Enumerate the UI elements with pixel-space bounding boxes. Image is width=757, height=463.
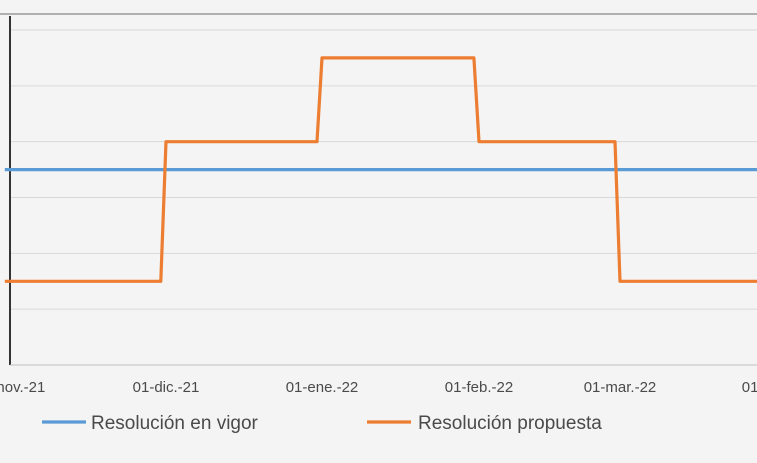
x-tick-label: 01-feb.-22: [445, 379, 513, 396]
series-line-2: [4, 56, 757, 283]
x-tick-label: 01-mar.-22: [584, 379, 657, 396]
x-tick-label: 01-abr.-22: [742, 379, 757, 396]
legend-label: Resolución propuesta: [418, 413, 602, 434]
x-tick-label: 01-nov.-21: [0, 379, 45, 396]
legend: Resolución en vigor Resolución propuesta: [42, 413, 602, 434]
x-tick-label: 01-dic.-21: [133, 379, 200, 396]
legend-label: Resolución en vigor: [91, 413, 259, 434]
x-tick-label: 01-ene.-22: [286, 379, 359, 396]
x-axis-ticks: 01-nov.-21 01-dic.-21 01-ene.-22 01-feb.-22…: [0, 379, 757, 396]
axes: [9, 16, 757, 366]
gridlines: [10, 29, 757, 310]
series-lines: [4, 56, 757, 283]
